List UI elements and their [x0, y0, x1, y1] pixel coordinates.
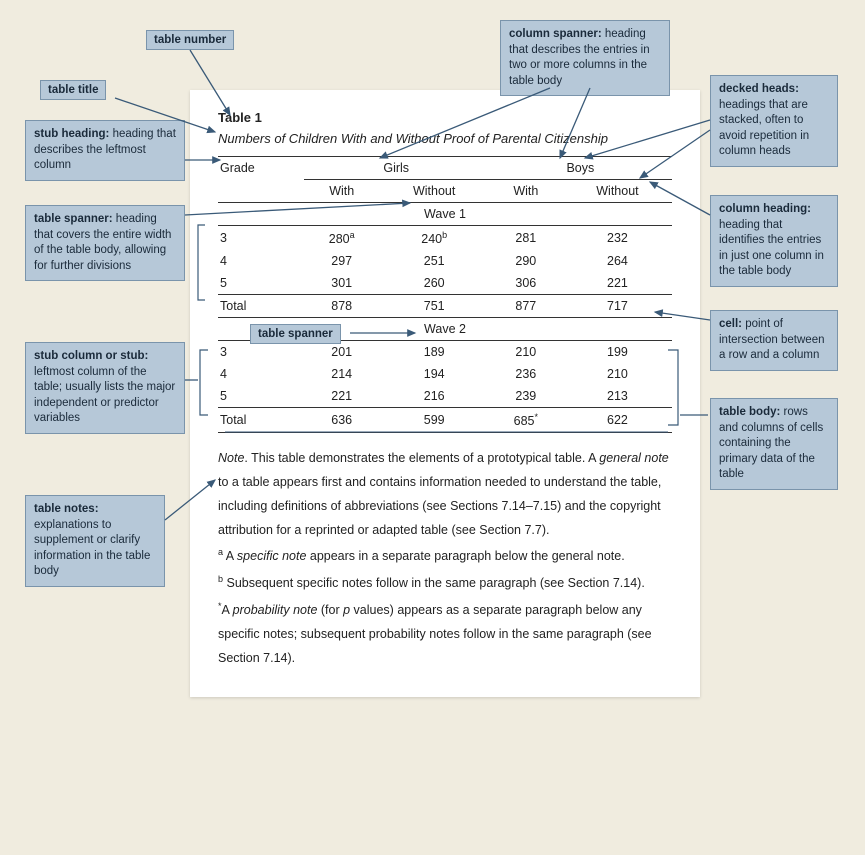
callout-stub-column: stub column or stub: leftmost column of … — [25, 342, 185, 434]
callout-table-spanner-label: table spanner — [250, 324, 341, 344]
callout-table-body: table body: rows and columns of cells co… — [710, 398, 838, 490]
table-notes: Note. This table demonstrates the elemen… — [218, 447, 672, 670]
col-spanner-boys: Boys — [489, 157, 672, 180]
table-number: Table 1 — [218, 110, 672, 125]
table-row: 4 297 251 290 264 — [218, 250, 672, 272]
paper-page: Table 1 Numbers of Children With and Wit… — [190, 90, 700, 697]
col-head-with: With — [489, 180, 563, 203]
table-row: 3 201 189 210 199 — [218, 341, 672, 364]
table-row: 4 214 194 236 210 — [218, 363, 672, 385]
note-b: b Subsequent specific notes follow in th… — [218, 571, 672, 596]
stub-heading: Grade — [218, 157, 304, 203]
callout-table-spanner: table spanner: heading that covers the e… — [25, 205, 185, 281]
note-a: a A specific note appears in a separate … — [218, 544, 672, 569]
table-row: 5 221 216 239 213 — [218, 385, 672, 408]
callout-column-heading: column heading: heading that identifies … — [710, 195, 838, 287]
col-spanner-girls: Girls — [304, 157, 489, 180]
table-row: 3 280a 240b 281 232 — [218, 226, 672, 251]
callout-table-notes: table notes: explanations to supplement … — [25, 495, 165, 587]
callout-table-number: table number — [146, 30, 234, 50]
col-head-with: With — [304, 180, 380, 203]
callout-decked-heads: decked heads: headings that are stacked,… — [710, 75, 838, 167]
note-star: *A probability note (for p values) appea… — [218, 598, 672, 670]
callout-stub-heading: stub heading: heading that describes the… — [25, 120, 185, 181]
callout-cell: cell: point of intersection between a ro… — [710, 310, 838, 371]
note-general: Note. This table demonstrates the elemen… — [218, 447, 672, 542]
total-row: Total 878 751 877 717 — [218, 295, 672, 318]
col-head-without: Without — [380, 180, 489, 203]
table-spanner-wave1: Wave 1 — [218, 203, 672, 226]
col-head-without: Without — [563, 180, 672, 203]
table-title: Numbers of Children With and Without Pro… — [218, 131, 672, 146]
diagram-stage: Table 1 Numbers of Children With and Wit… — [20, 20, 845, 835]
data-table: Grade Girls Boys With Without With Witho… — [218, 156, 672, 433]
callout-table-title: table title — [40, 80, 106, 100]
callout-column-spanner: column spanner: heading that describes t… — [500, 20, 670, 96]
table-row: 5 301 260 306 221 — [218, 272, 672, 295]
total-row: Total 636 599 685* 622 — [218, 408, 672, 433]
